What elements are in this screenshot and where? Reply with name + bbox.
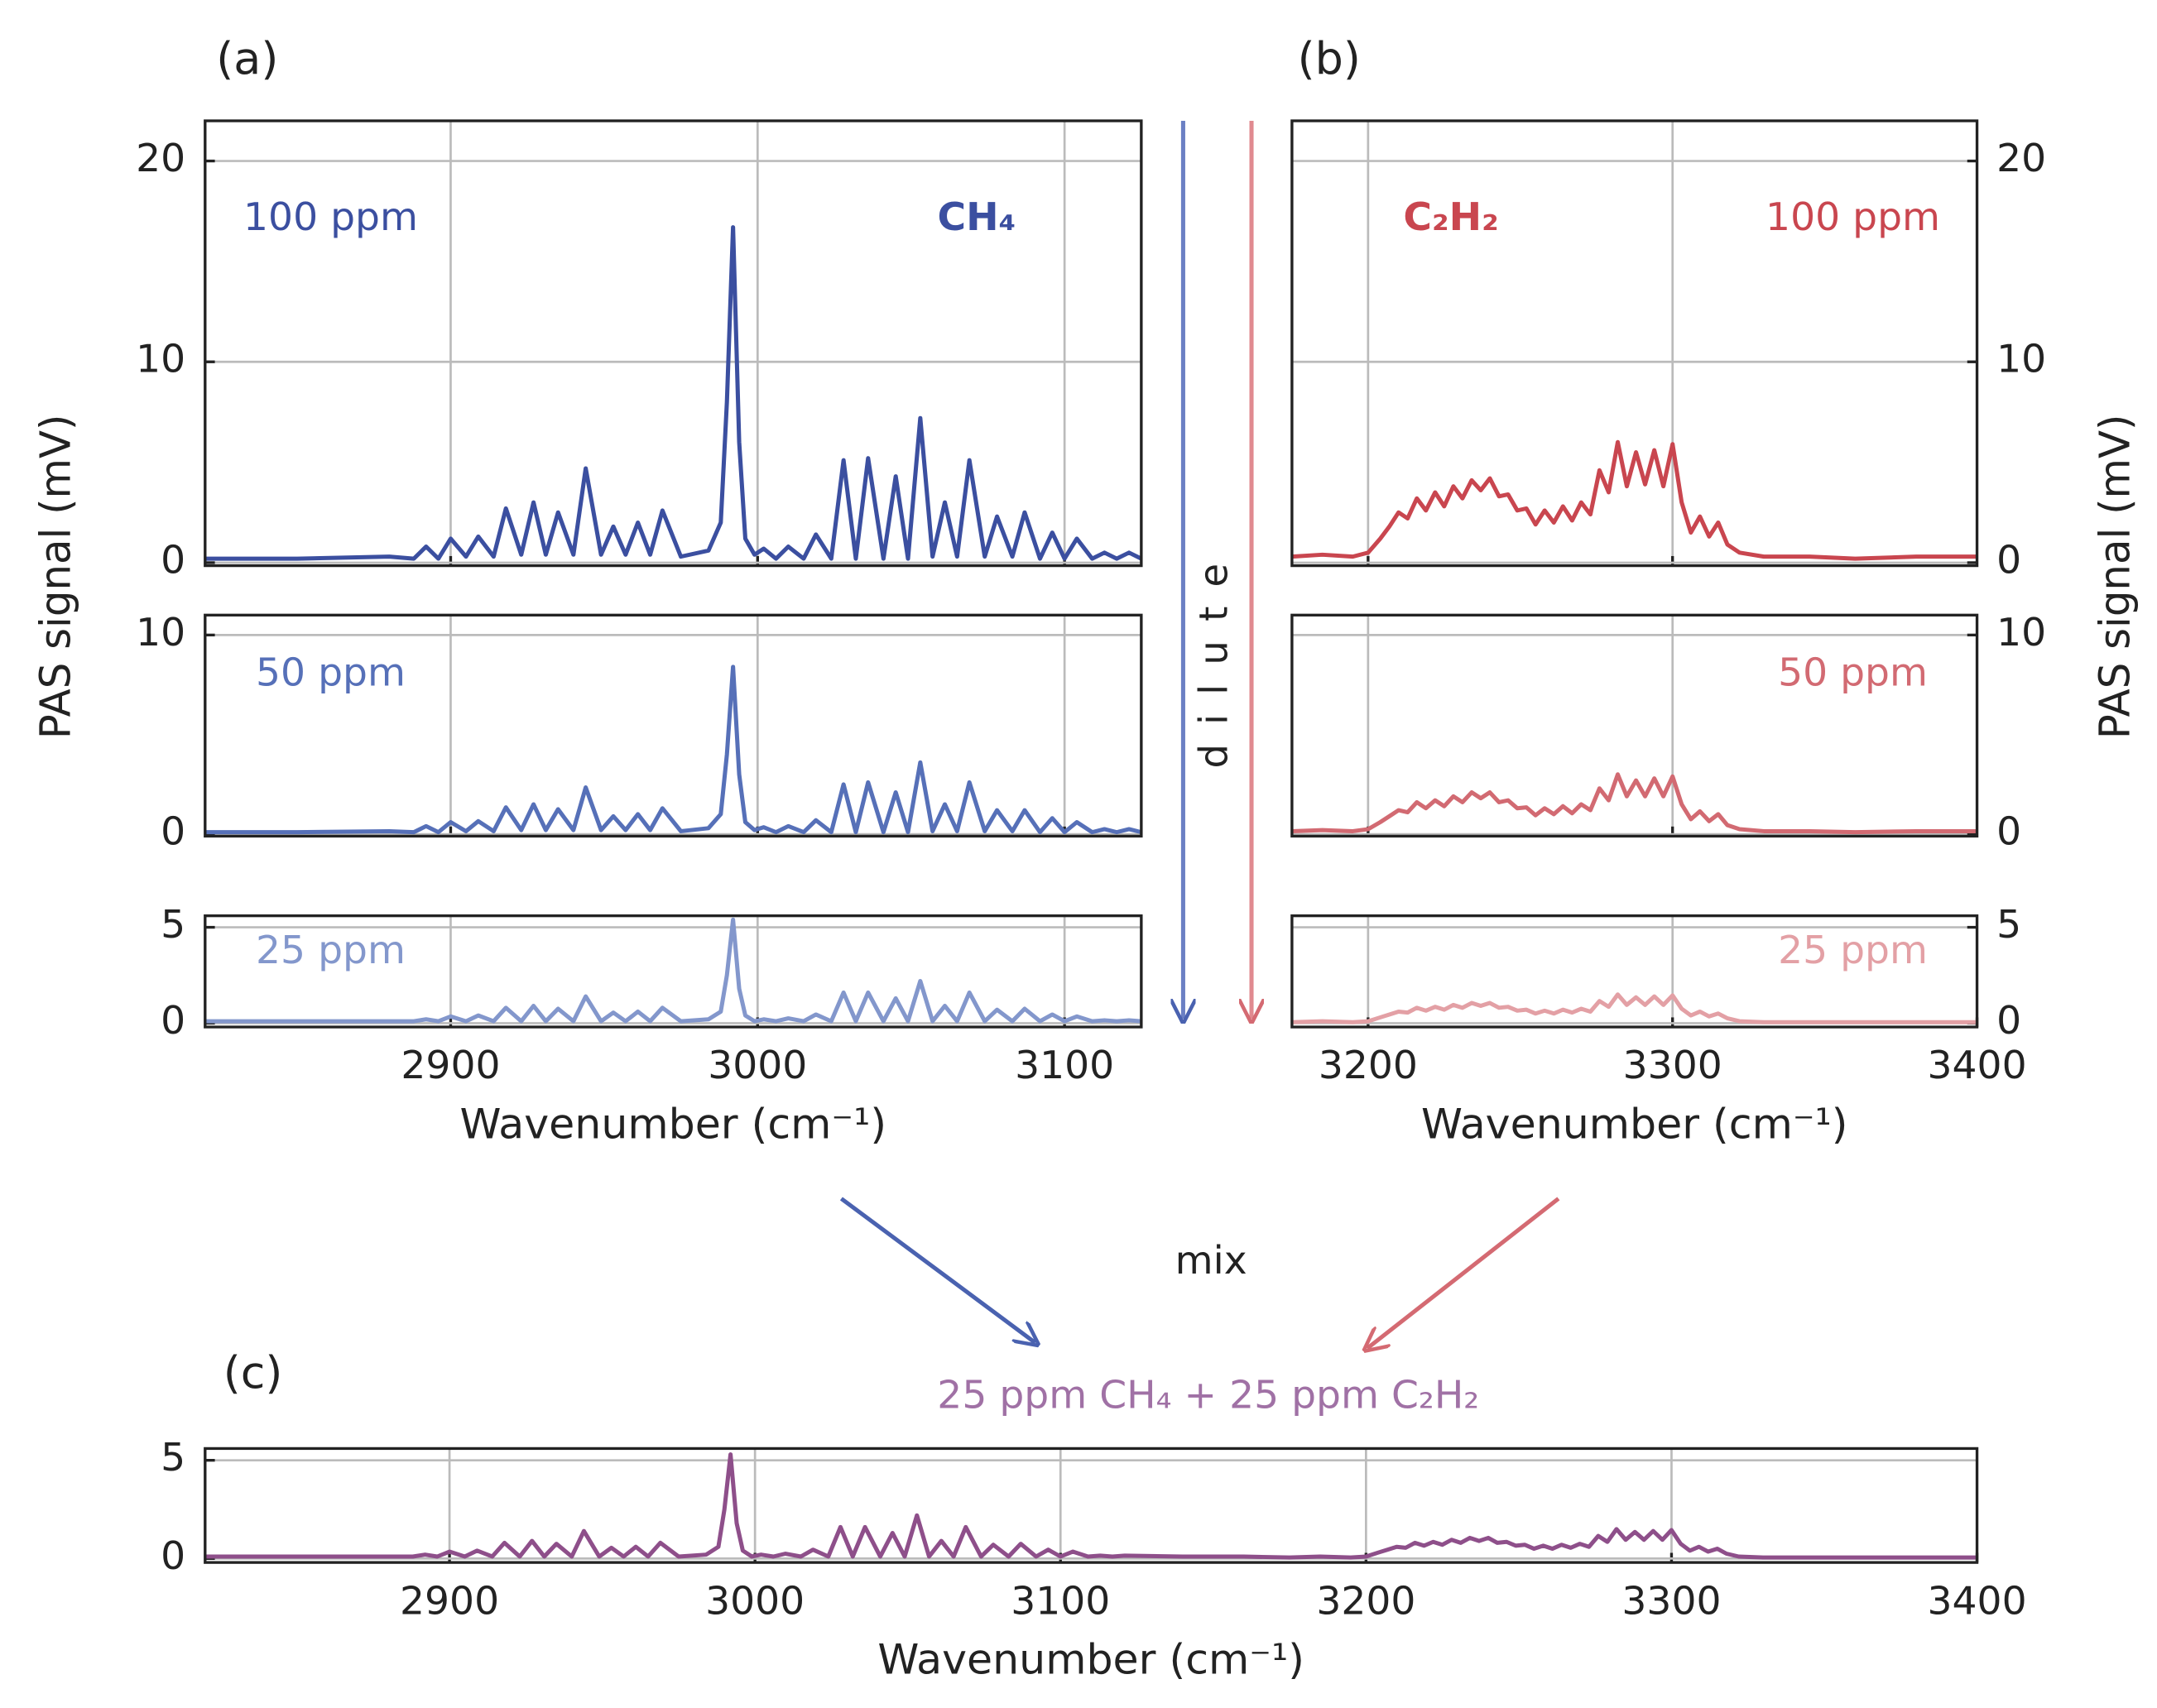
x-tick-label: 3300 xyxy=(1621,1580,1721,1624)
y-tick-label: 0 xyxy=(161,810,185,855)
annotation: 50 ppm xyxy=(256,651,406,696)
annotation: 50 ppm xyxy=(1778,651,1928,696)
y-tick-label: 10 xyxy=(136,338,185,382)
mix-arrow xyxy=(1367,1197,1560,1348)
y-tick-label: 5 xyxy=(161,1436,185,1480)
x-tick-label: 3400 xyxy=(1928,1044,2027,1089)
y-tick-label: 0 xyxy=(161,999,185,1044)
x-tick-label: 3200 xyxy=(1319,1044,1418,1089)
y-tick-label: 0 xyxy=(1996,999,2021,1044)
annotation: CH₄ xyxy=(938,195,1016,240)
x-tick-label: 3300 xyxy=(1623,1044,1722,1089)
plot-frame xyxy=(204,914,1143,1029)
y-tick-label: 10 xyxy=(136,611,185,655)
annotation: 25 ppm xyxy=(256,928,406,973)
x-tick-label: 2900 xyxy=(401,1044,500,1089)
y-tick-label: 20 xyxy=(1996,137,2046,181)
x-tick-label: 3100 xyxy=(1011,1580,1110,1624)
plot-frame xyxy=(1290,119,1979,568)
spectrum-line xyxy=(1291,992,1977,1024)
plot-frame xyxy=(204,1447,1979,1564)
y-axis-label: PAS signal (mV) xyxy=(31,415,79,740)
spectrum-line xyxy=(1291,772,1977,835)
x-axis-label: Wavenumber (cm⁻¹) xyxy=(877,1635,1304,1684)
annotation: 100 ppm xyxy=(243,195,418,240)
mixture-label: 25 ppm CH₄ + 25 ppm C₂H₂ xyxy=(937,1374,1479,1418)
panel-label: (c) xyxy=(223,1346,283,1398)
x-tick-label: 3200 xyxy=(1316,1580,1415,1624)
mix-arrow xyxy=(839,1197,1035,1342)
y-tick-label: 0 xyxy=(161,1534,185,1579)
annotation: C₂H₂ xyxy=(1403,195,1498,240)
x-tick-label: 3000 xyxy=(705,1580,805,1624)
spectrum-line xyxy=(204,664,1142,835)
spectrum-line xyxy=(1291,439,1977,561)
y-tick-label: 0 xyxy=(161,539,185,583)
y-tick-label: 10 xyxy=(1996,338,2046,382)
y-axis-label: PAS signal (mV) xyxy=(2090,415,2139,740)
spectrum-line xyxy=(204,225,1142,561)
spectrum-line xyxy=(204,917,1142,1024)
plot-frame xyxy=(204,613,1143,838)
x-axis-label: Wavenumber (cm⁻¹) xyxy=(460,1100,887,1149)
y-tick-label: 5 xyxy=(161,903,185,948)
y-tick-label: 20 xyxy=(136,137,185,181)
y-tick-label: 0 xyxy=(1996,539,2021,583)
x-tick-label: 3400 xyxy=(1928,1580,2027,1624)
panel-label: (a) xyxy=(216,33,278,84)
x-tick-label: 2900 xyxy=(400,1580,499,1624)
mix-label: mix xyxy=(1175,1239,1247,1283)
dilute-label: dilute xyxy=(1192,545,1237,769)
annotation: 100 ppm xyxy=(1765,195,1940,240)
plot-frame xyxy=(1290,914,1979,1029)
spectrum-line xyxy=(204,1452,1977,1560)
x-tick-label: 3100 xyxy=(1015,1044,1114,1089)
x-axis-label: Wavenumber (cm⁻¹) xyxy=(1421,1100,1848,1149)
y-tick-label: 5 xyxy=(1996,903,2021,948)
y-tick-label: 0 xyxy=(1996,810,2021,855)
x-tick-label: 3000 xyxy=(708,1044,807,1089)
plot-frame xyxy=(1290,613,1979,838)
plot-frame xyxy=(204,119,1143,568)
annotation: 25 ppm xyxy=(1778,928,1928,973)
y-tick-label: 10 xyxy=(1996,611,2046,655)
panel-label: (b) xyxy=(1298,33,1361,84)
